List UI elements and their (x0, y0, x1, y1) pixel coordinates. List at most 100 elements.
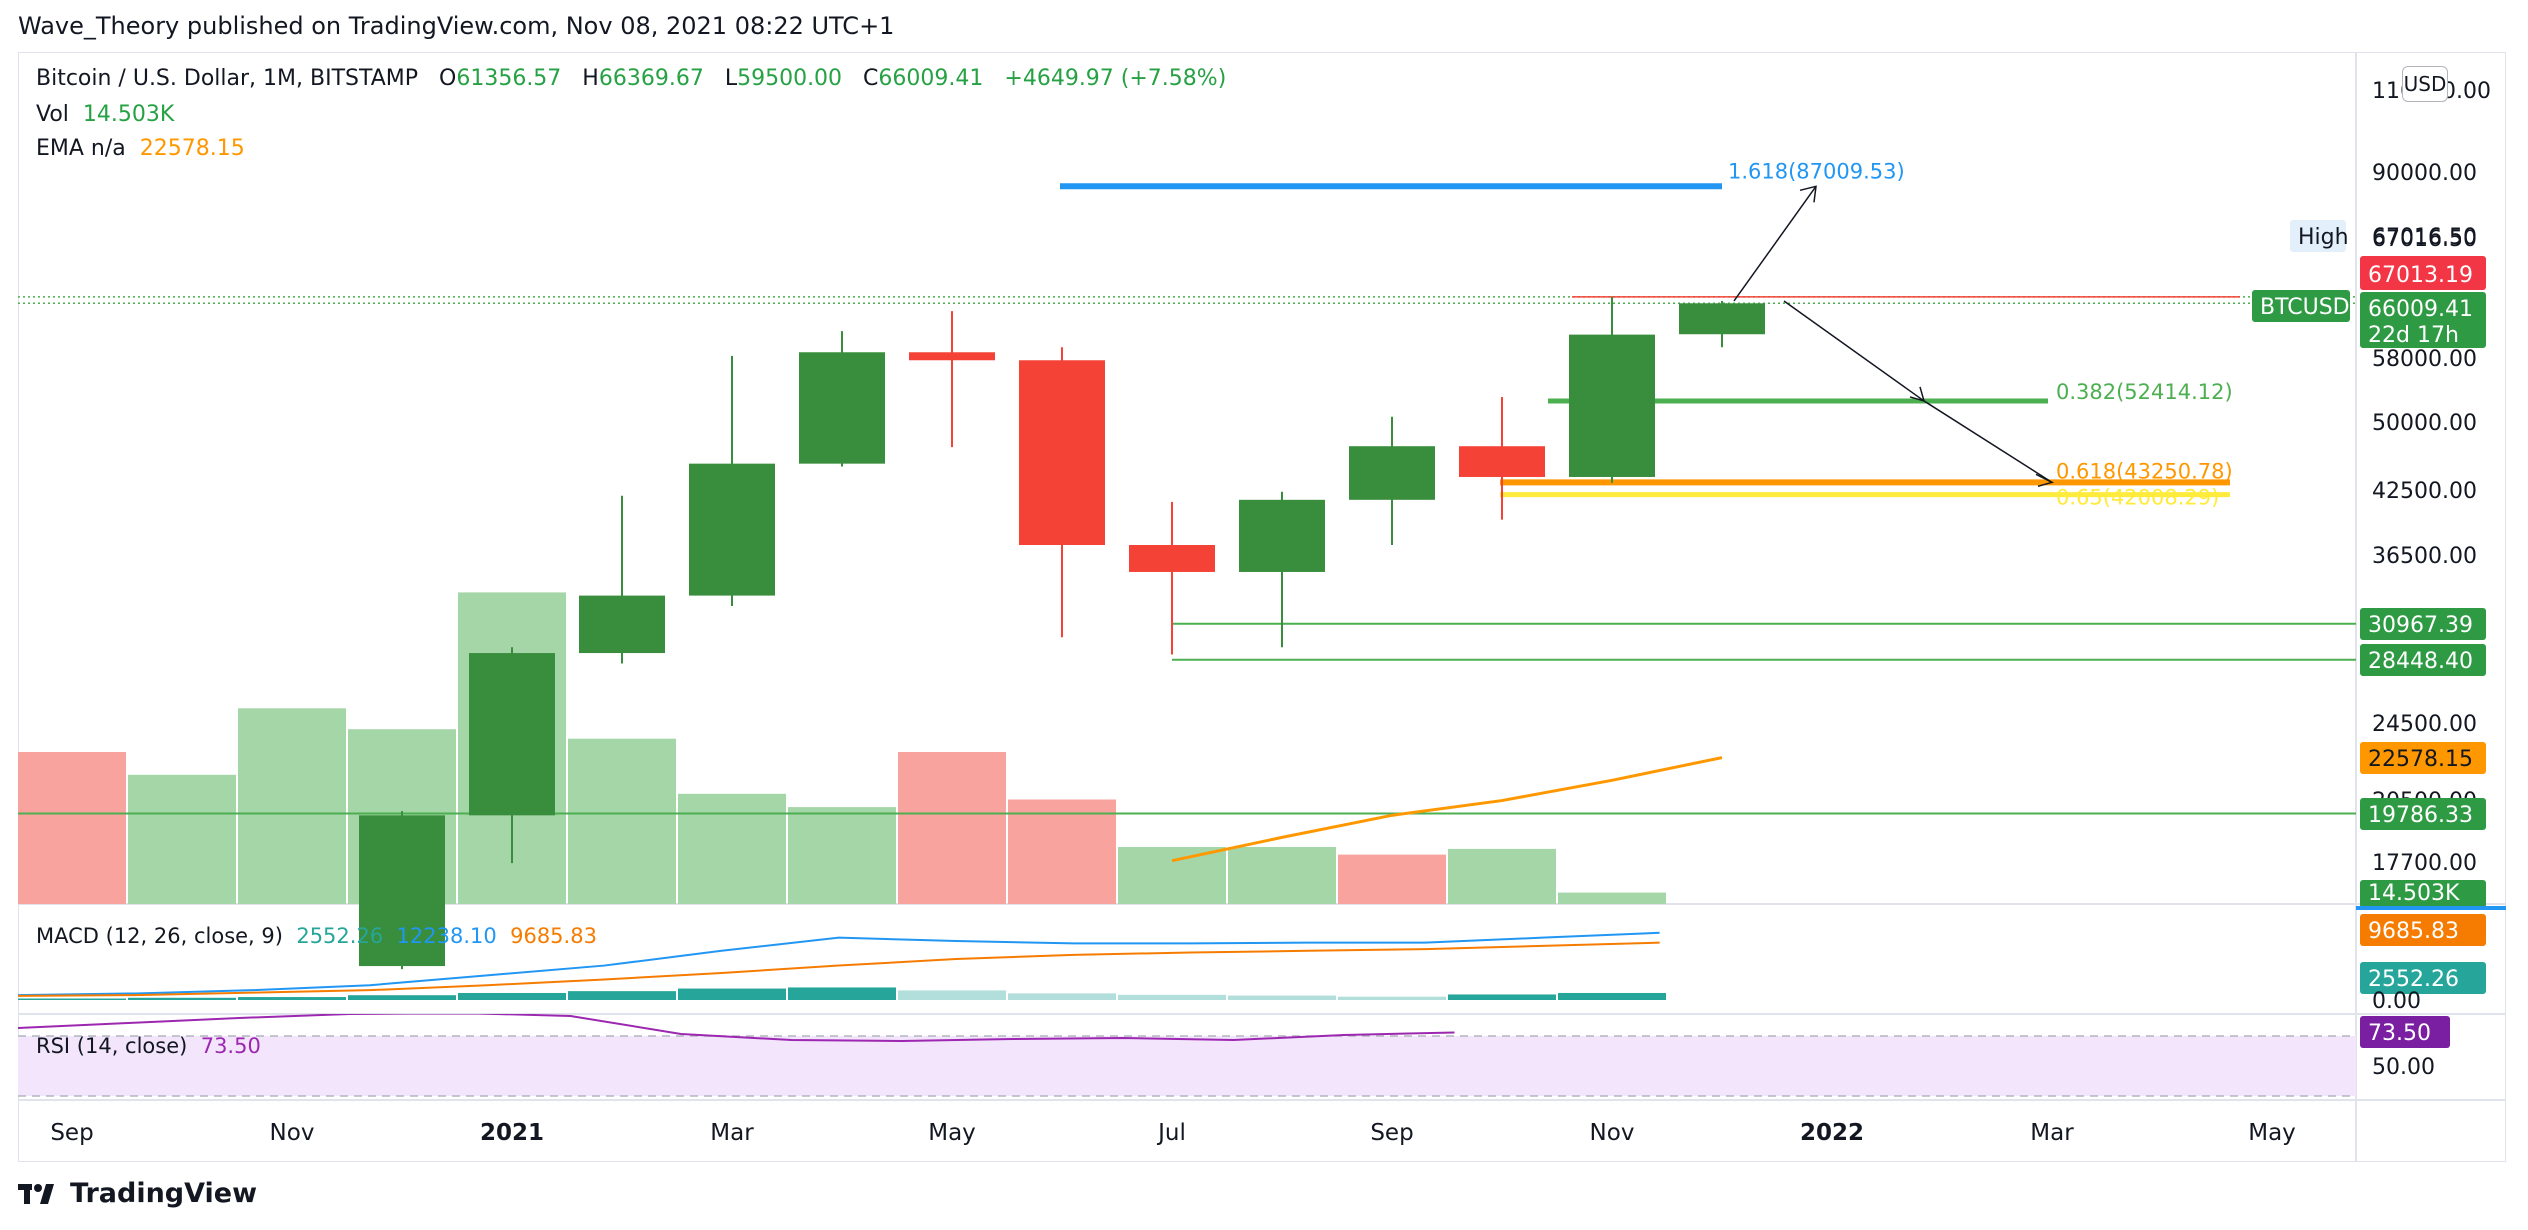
rsi-axis-tick: 50.00 (2372, 1055, 2435, 1080)
price-label-box (2360, 798, 2486, 830)
volume-label: Vol (36, 102, 69, 127)
rsi-band (18, 1036, 2356, 1096)
volume-value: 14.503K (82, 102, 175, 127)
macd-histogram-bar (1228, 995, 1336, 1000)
low-label: L (724, 66, 738, 91)
rsi-value: 73.50 (200, 1034, 261, 1058)
macd-axis-tick: 0.00 (2372, 989, 2421, 1014)
symbol-legend: Bitcoin / U.S. Dollar, 1M, BITSTAMP O613… (36, 66, 1226, 91)
fib-level-label: 0.65(42008.29) (2056, 486, 2219, 510)
rsi-legend: RSI (14, close) 73.50 (36, 1034, 261, 1058)
volume-bar (898, 752, 1006, 904)
time-axis-tick: Nov (1590, 1120, 1635, 1146)
footer-brand: TradingView (70, 1178, 258, 1209)
volume-bar (18, 752, 126, 904)
candle-body (1679, 303, 1765, 335)
candle-body (799, 352, 885, 464)
candle-body (1349, 446, 1435, 500)
price-label-box (2360, 256, 2486, 290)
price-axis-tick: 67016.50 (2372, 227, 2477, 252)
open-value: 61356.57 (456, 66, 562, 91)
currency-button[interactable]: USD (2402, 66, 2448, 102)
volume-legend: Vol 14.503K (36, 102, 174, 127)
price-label-text: 67013.19 (2368, 263, 2473, 288)
ema-legend: EMA n/a 22578.15 (36, 136, 245, 161)
high-label: H (582, 66, 599, 91)
high-value: 66369.67 (598, 66, 704, 91)
ema-line (1171, 756, 1723, 863)
volume-bar (568, 738, 676, 904)
tradingview-footer: TradingView (18, 1178, 257, 1209)
macd-signal-line (17, 941, 1660, 997)
symbol-name: Bitcoin / U.S. Dollar, 1M, BITSTAMP (36, 66, 419, 91)
macd-histogram-bar (1008, 993, 1116, 1000)
macd-histogram-bar (1118, 994, 1226, 1000)
macd-histogram-bar (788, 987, 896, 1000)
chart-frame (18, 52, 2506, 1162)
volume-bar (1008, 799, 1116, 904)
macd-histogram-bar (898, 990, 1006, 1000)
fib-level-label: 1.618(87009.53) (1728, 159, 1905, 183)
price-label-text: BTCUSD (2260, 295, 2350, 320)
time-axis-tick: Jul (1156, 1120, 1186, 1146)
projection-arrow (1733, 185, 1817, 302)
price-label-text: 19786.33 (2368, 803, 2473, 828)
price-label-box (2360, 742, 2486, 774)
time-axis-tick: 2021 (480, 1120, 544, 1146)
price-label-box (2360, 914, 2486, 946)
price-axis-tick: 24500.00 (2372, 712, 2477, 737)
macd-histogram-bar (1558, 992, 1666, 1000)
candle-body (1129, 545, 1215, 572)
candle-body (689, 463, 775, 596)
price-label-box (2360, 880, 2486, 908)
volume-bar (128, 774, 236, 904)
projection-arrow (1923, 400, 2053, 483)
arrow-head (2035, 473, 2055, 488)
price-label-box (2252, 290, 2350, 322)
price-axis-tick: 36500.00 (2372, 544, 2477, 569)
price-label-text: High (2298, 225, 2349, 250)
macd-histogram-bar (458, 992, 566, 1000)
price-label-text: 14.503K (2368, 881, 2460, 906)
macd-axis-tick: 9685.83 (2368, 919, 2459, 944)
price-axis-tick: 50000.00 (2372, 411, 2477, 436)
macd-histogram-bar (1338, 996, 1446, 1000)
low-value: 59500.00 (737, 66, 843, 91)
price-axis-tick: 90000.00 (2372, 161, 2477, 186)
rsi-label: RSI (14, close) (36, 1034, 188, 1058)
price-label-text: 22578.15 (2368, 747, 2473, 772)
macd-histogram-bar (348, 995, 456, 1000)
price-label-box (2360, 644, 2486, 676)
price-axis-tick: 17700.00 (2372, 851, 2477, 876)
time-axis-tick: Mar (710, 1120, 754, 1146)
macd-histogram-bar (1448, 994, 1556, 1000)
price-axis-tick: 67016.50 (2372, 225, 2477, 250)
price-label-text: 22d 17h (2368, 323, 2459, 348)
price-label-text: 28448.40 (2368, 649, 2473, 674)
price-label-box (2290, 220, 2346, 252)
macd-histogram-bar (128, 997, 236, 1000)
time-axis-tick: Mar (2030, 1120, 2074, 1146)
close-label: C (863, 66, 879, 91)
volume-bar (1558, 892, 1666, 904)
volume-bar (678, 793, 786, 904)
ema-value: 22578.15 (139, 136, 245, 161)
price-label-text: 30967.39 (2368, 613, 2473, 638)
price-axis-tick: 58000.00 (2372, 347, 2477, 372)
candle-body (469, 653, 555, 816)
open-label: O (439, 66, 457, 91)
volume-bar (1448, 848, 1556, 904)
arrow-head (1799, 185, 1817, 203)
candle-body (909, 352, 995, 361)
macd-hist-value: 2552.26 (296, 924, 384, 948)
macd-histogram-bar (18, 998, 126, 1000)
macd-legend: MACD (12, 26, close, 9) 2552.26 12238.10… (36, 924, 597, 948)
candle-body (1239, 499, 1325, 572)
price-axis-tick: 42500.00 (2372, 479, 2477, 504)
rsi-line (18, 1014, 1455, 1043)
macd-signal-value: 9685.83 (510, 924, 597, 948)
volume-bar (238, 708, 346, 904)
publisher-header: Wave_Theory published on TradingView.com… (18, 12, 895, 40)
projection-arrow (1783, 300, 1925, 402)
